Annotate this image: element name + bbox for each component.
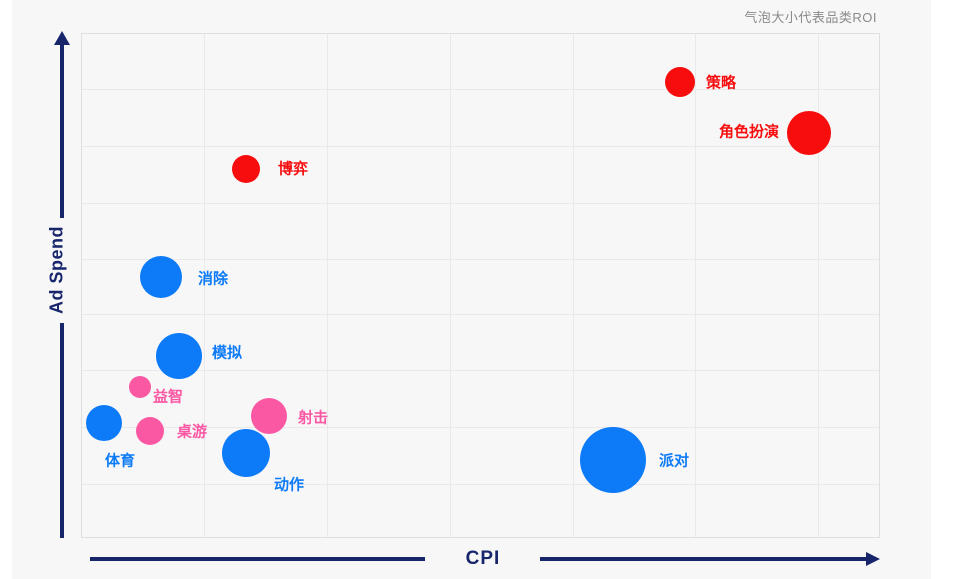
bubble-party xyxy=(580,427,646,493)
x-axis-arrow-right-icon xyxy=(866,552,880,566)
bubble-shooter xyxy=(251,398,287,434)
gridline-vertical xyxy=(204,34,205,537)
y-axis-line-upper xyxy=(60,44,64,218)
plot-area: 策略角色扮演博弈消除模拟益智体育 桌游 射击动作 派对 xyxy=(81,33,880,538)
gridline-vertical xyxy=(818,34,819,537)
x-axis-label: CPI xyxy=(465,548,501,569)
gridline-horizontal xyxy=(82,427,879,428)
gridline-horizontal xyxy=(82,370,879,371)
gridline-vertical xyxy=(695,34,696,537)
bubble-label-puzzle: 益智 xyxy=(153,388,184,406)
gridline-horizontal xyxy=(82,146,879,147)
bubble-label-tabletop: 桌游 xyxy=(177,423,208,441)
y-axis-line-lower xyxy=(60,323,64,538)
bubble-action xyxy=(222,429,270,477)
y-axis-label: Ad Spend xyxy=(46,226,67,314)
bubble-label-party: 派对 xyxy=(659,452,690,470)
gridline-vertical xyxy=(450,34,451,537)
gridline-horizontal xyxy=(82,89,879,90)
bubble-label-shooter: 射击 xyxy=(298,409,329,427)
bubble-label-action: 动作 xyxy=(274,476,305,494)
bubble-label-match3: 消除 xyxy=(198,270,229,288)
gridline-horizontal xyxy=(82,314,879,315)
bubble-match3 xyxy=(140,256,182,298)
bubble-role-playing xyxy=(787,111,831,155)
gridline-horizontal xyxy=(82,484,879,485)
gridline-horizontal xyxy=(82,203,879,204)
x-axis-line-right xyxy=(540,557,868,561)
y-axis-arrow-up-icon xyxy=(54,31,70,45)
gridline-horizontal xyxy=(82,259,879,260)
bubble-label-strategy: 策略 xyxy=(706,74,737,92)
x-axis-line-left xyxy=(90,557,425,561)
bubble-size-note: 气泡大小代表品类ROI xyxy=(744,10,877,25)
bubble-strategy xyxy=(665,67,695,97)
bubble-label-boyi: 博弈 xyxy=(278,160,309,178)
bubble-label-simulation: 模拟 xyxy=(212,344,243,362)
bubble-label-sports: 体育 xyxy=(105,452,136,470)
bubble-puzzle xyxy=(129,376,151,398)
bubble-tabletop xyxy=(136,417,164,445)
bubble-sports xyxy=(86,405,122,441)
bubble-label-role-playing: 角色扮演 xyxy=(718,123,779,141)
gridline-vertical xyxy=(327,34,328,537)
gridline-vertical xyxy=(573,34,574,537)
bubble-simulation xyxy=(156,333,202,379)
bubble-boyi xyxy=(232,155,260,183)
